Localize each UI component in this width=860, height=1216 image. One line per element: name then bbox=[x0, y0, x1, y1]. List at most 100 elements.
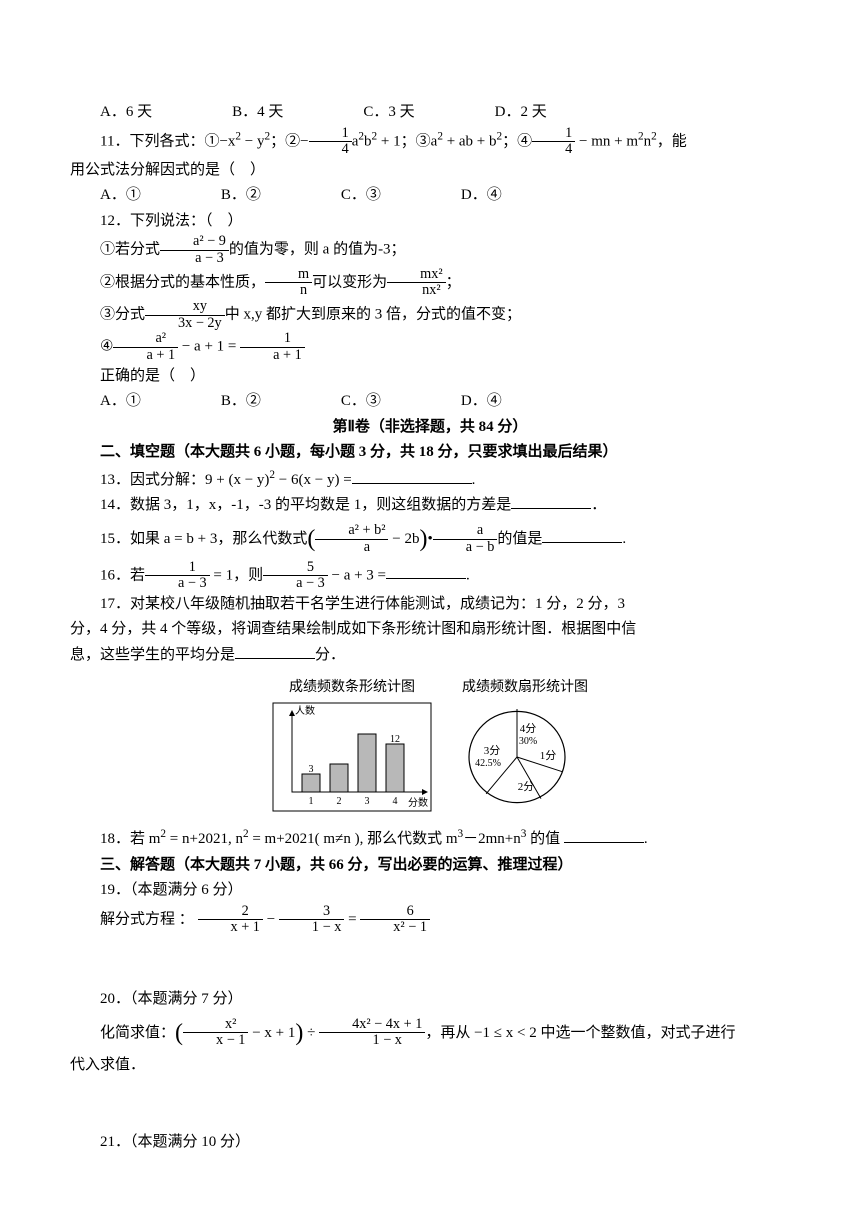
q16-b: = 1，则 bbox=[210, 567, 263, 583]
q20-f1: x²x − 1 bbox=[183, 1017, 248, 1049]
q15-f2: aa − b bbox=[433, 523, 498, 555]
q10-choice-c: C．3 天 bbox=[363, 100, 414, 126]
q12-s5: 正确的是（ ） bbox=[70, 364, 790, 390]
pie-chart-block: 成绩频数扇形统计图 4分30%1分2分3分42.5% bbox=[462, 676, 588, 817]
q11-frac2: 14 bbox=[532, 126, 575, 158]
q12-s2c: ； bbox=[446, 274, 461, 290]
q11-d: D．④ bbox=[461, 183, 502, 209]
charts-row: 成绩频数条形统计图 人数分数3123124 成绩频数扇形统计图 4分30%1分2… bbox=[70, 676, 790, 817]
q15-mid: − 2b bbox=[388, 531, 419, 547]
q12-s2-f2: mx²nx² bbox=[387, 267, 445, 299]
q12-s1b: 的值为零，则 a 的值为-3； bbox=[229, 242, 406, 258]
q10-choice-d: D．2 天 bbox=[495, 100, 547, 126]
q12-s4-f1: a²a + 1 bbox=[113, 331, 178, 363]
q11-stem: 11．下列各式：①−x2 − y2；②−14a2b2 + 1；③a2 + ab … bbox=[70, 126, 790, 158]
q11-frac1: 14 bbox=[309, 126, 352, 158]
svg-text:3: 3 bbox=[365, 796, 370, 807]
q12-s4a: ④ bbox=[100, 339, 113, 355]
q12-d: D．④ bbox=[461, 389, 502, 415]
q11-b: B．② bbox=[221, 183, 261, 209]
q17-l3b: 分． bbox=[315, 647, 345, 663]
svg-text:30%: 30% bbox=[519, 736, 537, 747]
q19-f2: 31 − x bbox=[279, 904, 344, 936]
q12-s1a: ①若分式 bbox=[100, 242, 160, 258]
q11-t2: ；② bbox=[270, 133, 300, 149]
q19-body: 解分式方程 ： 2x + 1 − 31 − x = 6x² − 1 bbox=[70, 904, 790, 936]
q14-period: ． bbox=[591, 497, 606, 513]
q13-b: − 6(x − y) = bbox=[275, 472, 352, 488]
q11-c: C．③ bbox=[341, 183, 381, 209]
svg-text:3: 3 bbox=[309, 764, 314, 775]
q12-choices: A．① B．② C．③ D．④ bbox=[70, 389, 790, 415]
q14-a: 14．数据 3，1，x，-1，-3 的平均数是 1，则这组数据的方差是 bbox=[100, 497, 511, 513]
lparen-icon: ( bbox=[307, 526, 315, 552]
q16-c: − a + 3 = bbox=[328, 567, 386, 583]
q18-d: －2mn+n bbox=[463, 831, 521, 847]
q11-e1b: − y bbox=[241, 133, 264, 149]
q10-choice-b: B．4 天 bbox=[232, 100, 283, 126]
q16-a: 16．若 bbox=[100, 567, 145, 583]
q12-stem: 12．下列说法：（ ） bbox=[70, 209, 790, 235]
q19-f1: 2x + 1 bbox=[198, 904, 263, 936]
q11-t1: 11．下列各式：① bbox=[100, 133, 219, 149]
q17-l2: 分，4 分，共 4 个等级，将调查结果绘制成如下条形统计图和扇形统计图．根据图中… bbox=[70, 617, 790, 643]
svg-text:3分: 3分 bbox=[484, 744, 501, 757]
q11-e3a: + ab + b bbox=[443, 133, 497, 149]
q17-blank bbox=[235, 643, 315, 659]
q13: 13．因式分解：9 + (x − y)2 − 6(x − y) =. bbox=[70, 466, 790, 494]
q12-s2-f1: mn bbox=[265, 267, 312, 299]
svg-text:1分: 1分 bbox=[540, 749, 557, 762]
q13-blank bbox=[352, 468, 472, 484]
q11-e4a: − mn + m bbox=[575, 133, 638, 149]
q16-f1: 1a − 3 bbox=[145, 560, 210, 592]
q11-t4: ；④ bbox=[502, 133, 532, 149]
q18-period: . bbox=[644, 831, 648, 847]
pie-chart: 4分30%1分2分3分42.5% bbox=[462, 702, 582, 817]
q12-a: A．① bbox=[100, 389, 141, 415]
q18: 18．若 m2 = n+2021, n2 = m+2021( m≠n ), 那么… bbox=[70, 825, 790, 853]
q18-c: = m+2021( m≠n ), 那么代数式 m bbox=[249, 831, 458, 847]
q18-blank bbox=[564, 827, 644, 843]
q12-s4: ④a²a + 1 − a + 1 = 1a + 1 bbox=[70, 331, 790, 363]
q12-s4-f2: 1a + 1 bbox=[240, 331, 305, 363]
q14: 14．数据 3，1，x，-1，-3 的平均数是 1，则这组数据的方差是 ． bbox=[70, 493, 790, 519]
q14-blank bbox=[511, 493, 591, 509]
svg-text:12: 12 bbox=[390, 734, 400, 745]
q16: 16．若1a − 3 = 1，则5a − 3 − a + 3 =. bbox=[70, 560, 790, 592]
bar-chart-title: 成绩频数条形统计图 bbox=[272, 676, 432, 700]
q10-choices: A．6 天 B．4 天 C．3 天 D．2 天 bbox=[70, 100, 790, 126]
q18-a: 18．若 m bbox=[100, 831, 160, 847]
q19-op2: = bbox=[344, 911, 360, 927]
q12-s1: ①若分式a² − 9a − 3的值为零，则 a 的值为-3； bbox=[70, 234, 790, 266]
q15-b: 的值是 bbox=[497, 531, 542, 547]
q11-t5: ，能 bbox=[657, 133, 687, 149]
svg-text:42.5%: 42.5% bbox=[475, 758, 501, 769]
q12-s2a: ②根据分式的基本性质， bbox=[100, 274, 265, 290]
q11-line2: 用公式法分解因式的是（ ） bbox=[70, 158, 790, 184]
bar-chart-block: 成绩频数条形统计图 人数分数3123124 bbox=[272, 676, 432, 812]
q12-s2: ②根据分式的基本性质，mn可以变形为mx²nx²； bbox=[70, 267, 790, 299]
svg-text:2分: 2分 bbox=[518, 780, 535, 793]
q19-head: 19．（本题满分 6 分） bbox=[70, 878, 790, 904]
part2-title: 第Ⅱ卷（非选择题，共 84 分） bbox=[70, 415, 790, 441]
q12-b: B．② bbox=[221, 389, 261, 415]
q20-mid: − x + 1 bbox=[248, 1024, 295, 1040]
bar-chart: 人数分数3123124 bbox=[272, 702, 432, 812]
q20-lparen-icon: ( bbox=[175, 1020, 183, 1046]
q12-s4mid: − a + 1 = bbox=[178, 339, 240, 355]
svg-text:分数: 分数 bbox=[408, 796, 428, 809]
q12-s3b: 中 x,y 都扩大到原来的 3 倍，分式的值不变； bbox=[225, 307, 521, 323]
q11-e1a: −x bbox=[219, 133, 235, 149]
q12-s2b: 可以变形为 bbox=[312, 274, 387, 290]
q11-t3: ；③a bbox=[401, 133, 438, 149]
svg-text:1: 1 bbox=[309, 796, 314, 807]
q16-f2: 5a − 3 bbox=[263, 560, 328, 592]
q11-e2c: + 1 bbox=[377, 133, 400, 149]
q18-b: = n+2021, n bbox=[166, 831, 243, 847]
q16-blank bbox=[386, 563, 466, 579]
q15: 15．如果 a = b + 3，那么代数式(a² + b²a − 2b)•aa … bbox=[70, 519, 790, 560]
q10-choice-a: A．6 天 bbox=[100, 100, 152, 126]
q11-e2b: b bbox=[364, 133, 372, 149]
q11-a: A．① bbox=[100, 183, 141, 209]
q13-period: . bbox=[472, 472, 476, 488]
